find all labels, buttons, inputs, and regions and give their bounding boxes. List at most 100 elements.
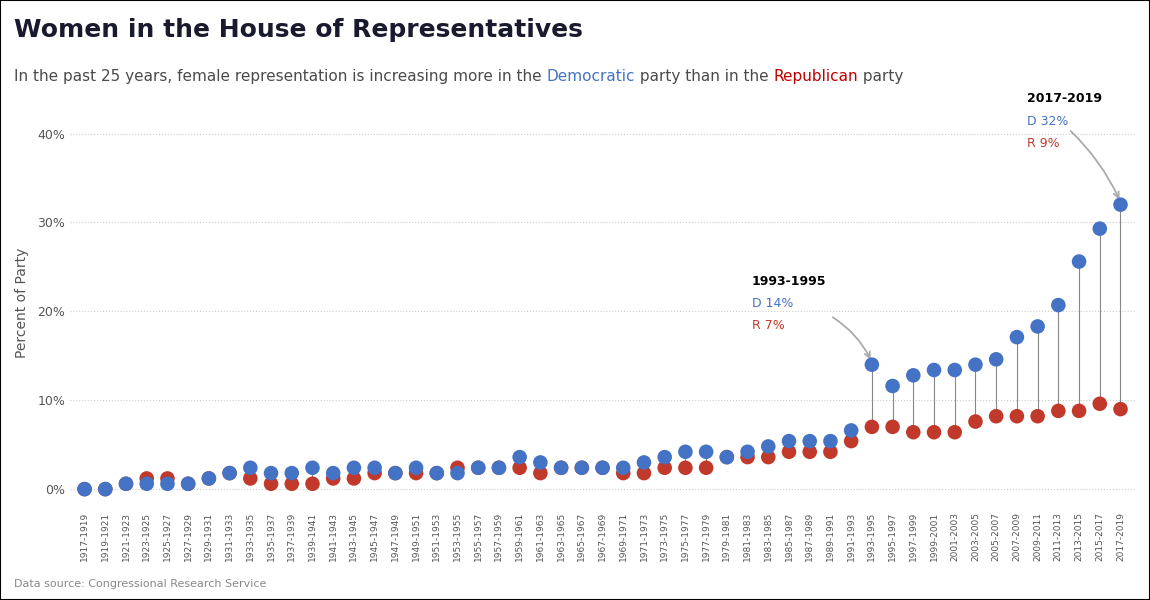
Point: [800, 447, 819, 457]
Point: [490, 463, 508, 473]
Point: [76, 484, 94, 494]
Point: [407, 469, 426, 478]
Point: [697, 463, 715, 473]
Point: [656, 463, 674, 473]
Point: [1090, 224, 1109, 233]
Point: [593, 463, 612, 473]
Point: [862, 422, 881, 431]
Point: [407, 463, 426, 473]
Point: [635, 469, 653, 478]
Point: [304, 463, 322, 473]
Point: [469, 463, 488, 473]
Point: [635, 458, 653, 467]
Point: [1007, 412, 1026, 421]
Point: [345, 463, 363, 473]
Point: [283, 479, 301, 488]
Point: [862, 360, 881, 370]
Point: [1070, 406, 1088, 416]
Point: [283, 469, 301, 478]
Point: [511, 452, 529, 462]
Point: [1111, 404, 1129, 414]
Point: [428, 469, 446, 478]
Y-axis label: Percent of Party: Percent of Party: [15, 247, 29, 358]
Point: [842, 425, 860, 435]
Point: [883, 422, 902, 431]
Point: [117, 479, 136, 488]
Point: [573, 463, 591, 473]
Point: [925, 427, 943, 437]
Point: [366, 469, 384, 478]
Point: [552, 463, 570, 473]
Point: [345, 473, 363, 483]
Point: [987, 412, 1005, 421]
Text: Democratic: Democratic: [546, 69, 635, 84]
Point: [262, 469, 281, 478]
Point: [179, 479, 198, 488]
Point: [966, 360, 984, 370]
Point: [1090, 399, 1109, 409]
Point: [448, 463, 467, 473]
Text: Republican: Republican: [773, 69, 858, 84]
Point: [738, 447, 757, 457]
Point: [511, 463, 529, 473]
Point: [780, 447, 798, 457]
Point: [366, 463, 384, 473]
Point: [780, 436, 798, 446]
Point: [448, 469, 467, 478]
Point: [945, 365, 964, 375]
Point: [531, 458, 550, 467]
Point: [242, 463, 260, 473]
Point: [573, 463, 591, 473]
Point: [1028, 412, 1046, 421]
Point: [821, 436, 839, 446]
Point: [1007, 332, 1026, 342]
Point: [552, 463, 570, 473]
Point: [656, 452, 674, 462]
Point: [386, 469, 405, 478]
Point: [842, 436, 860, 446]
Point: [179, 479, 198, 488]
Point: [324, 469, 343, 478]
Point: [1049, 301, 1067, 310]
Text: R 9%: R 9%: [1027, 137, 1060, 150]
Text: Data source: Congressional Research Service: Data source: Congressional Research Serv…: [14, 579, 266, 589]
Point: [117, 479, 136, 488]
Point: [490, 463, 508, 473]
Point: [386, 469, 405, 478]
Point: [925, 365, 943, 375]
Point: [945, 427, 964, 437]
Text: In the past 25 years, female representation is increasing more in the: In the past 25 years, female representat…: [14, 69, 546, 84]
Point: [200, 473, 218, 483]
Point: [614, 469, 632, 478]
Point: [531, 469, 550, 478]
Point: [1028, 322, 1046, 331]
Point: [159, 473, 177, 483]
Point: [593, 463, 612, 473]
Point: [97, 484, 115, 494]
Point: [221, 469, 239, 478]
Text: R 7%: R 7%: [752, 319, 784, 332]
Text: 1993-1995: 1993-1995: [752, 275, 826, 287]
Point: [1111, 200, 1129, 209]
Point: [242, 473, 260, 483]
Point: [759, 452, 777, 462]
Point: [76, 484, 94, 494]
Point: [1049, 406, 1067, 416]
Point: [966, 417, 984, 427]
Point: [759, 442, 777, 451]
Point: [138, 479, 156, 488]
Point: [200, 473, 218, 483]
Point: [97, 484, 115, 494]
Point: [324, 473, 343, 483]
Point: [883, 381, 902, 391]
Text: D 32%: D 32%: [1027, 115, 1068, 128]
Point: [469, 463, 488, 473]
Point: [138, 473, 156, 483]
Point: [1070, 257, 1088, 266]
Point: [821, 447, 839, 457]
Text: Women in the House of Representatives: Women in the House of Representatives: [14, 18, 583, 42]
Point: [718, 452, 736, 462]
Point: [718, 452, 736, 462]
Point: [676, 463, 695, 473]
Text: D 14%: D 14%: [752, 297, 793, 310]
